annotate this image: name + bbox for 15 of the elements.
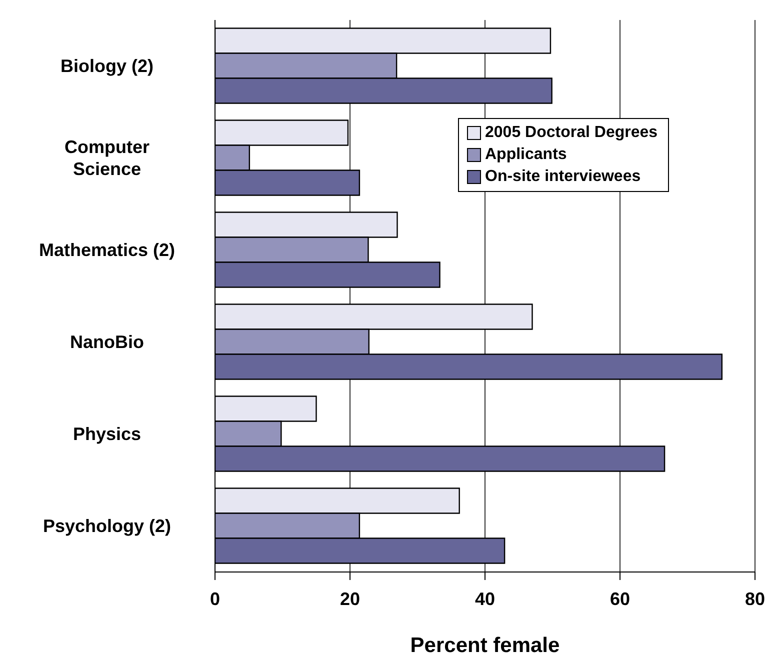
x-tick-label: 20 — [340, 588, 360, 609]
legend-label: Applicants — [484, 145, 568, 165]
y-tick-label: Computer Science — [64, 137, 150, 179]
y-tick-label: Physics — [72, 424, 142, 444]
y-tick-label: Psychology (2) — [42, 516, 172, 536]
legend-label: 2005 Doctoral Degrees — [484, 123, 658, 143]
x-tick-label: 40 — [474, 588, 496, 609]
y-tick-label: NanoBio — [70, 332, 144, 352]
x-tick-label: 60 — [610, 588, 630, 609]
y-tick-label: Mathematics (2) — [38, 240, 176, 260]
x-axis-title: Percent female — [410, 634, 560, 657]
x-tick-label: 80 — [744, 588, 766, 609]
x-tick-label: 0 — [210, 588, 220, 609]
legend-label: On-site interviewees — [484, 167, 642, 187]
y-tick-label: Biology (2) — [60, 56, 154, 76]
